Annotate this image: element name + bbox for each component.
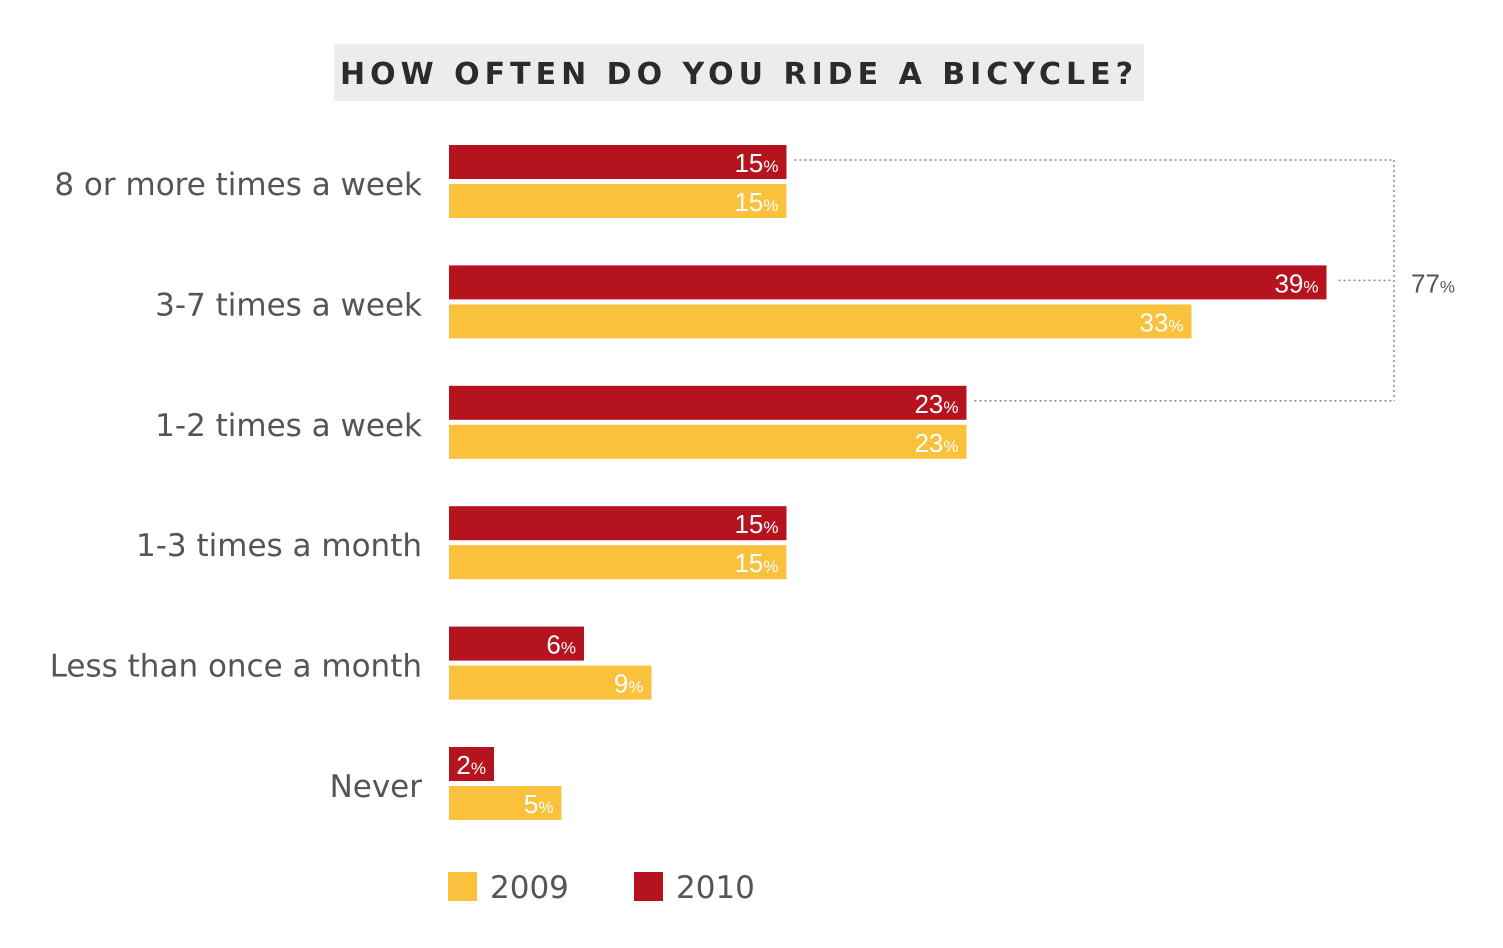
bar-2010-1-2-times-a-week <box>449 385 967 420</box>
value-label-2010: 39% <box>1274 268 1318 298</box>
value-label-2009: 23% <box>914 428 958 458</box>
bar-2010-never <box>449 747 494 781</box>
category-never: Never 2% 5% <box>330 747 562 820</box>
category-label: Never <box>330 769 423 805</box>
value-label-2010: 15% <box>734 509 778 539</box>
value-label-2010: 6% <box>546 630 576 660</box>
value-label-2009: 15% <box>734 187 778 217</box>
category-3-7-times-a-week: 3-7 times a week 39% 33% <box>155 265 1327 339</box>
category-label: 8 or more times a week <box>54 167 422 203</box>
chart-title: HOW OFTEN DO YOU RIDE A BICYCLE? <box>340 57 1138 92</box>
bar-2009-3-7-times-a-week <box>449 304 1192 339</box>
total-annotation: 77% <box>794 159 1455 402</box>
value-label-2010: 2% <box>456 750 486 780</box>
legend-swatch <box>448 872 477 901</box>
value-label-2010: 15% <box>734 148 778 178</box>
category-label: 1-3 times a month <box>136 528 422 564</box>
category-label: 1-2 times a week <box>155 408 422 444</box>
legend-item-2010: 2010 <box>634 870 755 906</box>
title-background <box>334 44 1144 101</box>
value-label-2009: 15% <box>734 548 778 578</box>
legend-label: 2010 <box>676 870 755 906</box>
bar-2010-3-7-times-a-week <box>449 265 1327 300</box>
category-label: 3-7 times a week <box>155 287 422 323</box>
value-label-2009: 33% <box>1139 307 1183 337</box>
category-1-3-times-a-month: 1-3 times a month 15% 15% <box>136 506 787 580</box>
legend-swatch <box>634 872 663 901</box>
category-1-2-times-a-week: 1-2 times a week 23% 23% <box>155 385 967 459</box>
legend: 2009 2010 <box>448 870 755 906</box>
total-label: 77% <box>1411 268 1455 298</box>
category-label: Less than once a month <box>50 649 422 685</box>
value-label-2010: 23% <box>914 389 958 419</box>
bar-2009-less-than-once-a-month <box>449 665 652 700</box>
category-8-or-more-times-a-week: 8 or more times a week 15% 15% <box>54 145 787 218</box>
value-label-2009: 9% <box>614 669 644 699</box>
category-less-than-once-a-month: Less than once a month 6% 9% <box>50 626 652 700</box>
value-label-2009: 5% <box>524 789 554 819</box>
bar-2010-1-3-times-a-month <box>449 506 787 541</box>
legend-item-2009: 2009 <box>448 870 569 906</box>
bar-2009-1-2-times-a-week <box>449 424 967 459</box>
bar-2009-never <box>449 786 562 820</box>
bar-2009-1-3-times-a-month <box>449 545 787 580</box>
bars-group: 8 or more times a week 15% 15% 3-7 times a … <box>50 145 1327 820</box>
bar-2010-less-than-once-a-month <box>449 626 584 661</box>
legend-label: 2009 <box>490 870 569 906</box>
bar-2009-8-or-more-times-a-week <box>449 184 787 218</box>
bar-2010-8-or-more-times-a-week <box>449 145 787 179</box>
